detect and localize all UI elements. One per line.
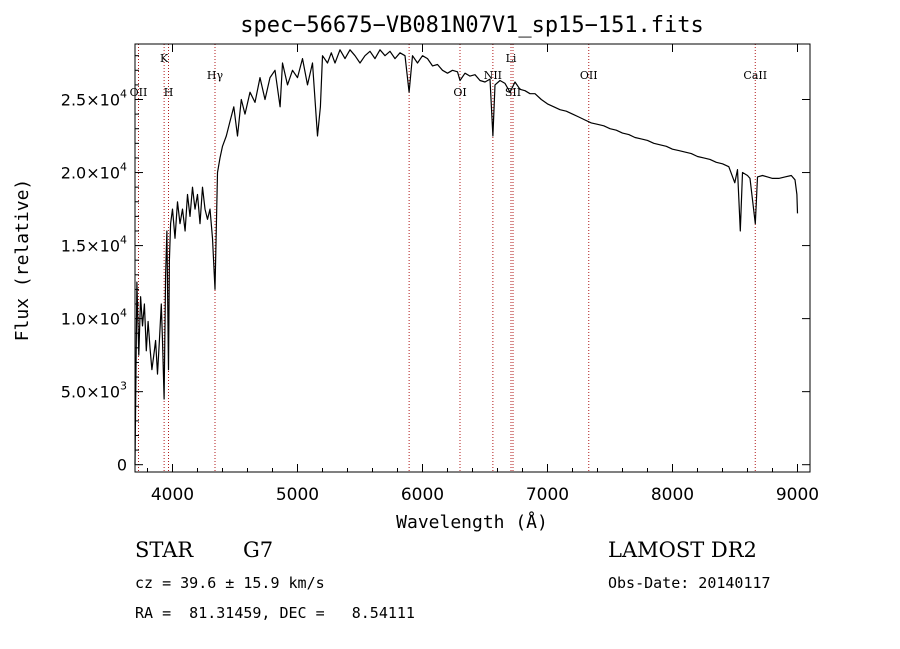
x-tick-label: 5000 [276,485,319,505]
obs-date: Obs-Date: 20140117 [608,574,771,592]
x-axis: 4000 5000 6000 7000 8000 9000 [147,44,819,505]
ra-dec-readout: RA = 81.31459, DEC = 8.54111 [135,604,415,622]
line-label: Li [506,52,517,65]
y-tick-label: 2.5×104 [61,88,127,110]
line-label: Hγ [207,69,224,82]
x-tick-label: 9000 [776,485,819,505]
line-label: OII [580,69,598,82]
line-label: CaII [743,69,767,82]
y-tick-label: 5.0×103 [61,380,127,402]
y-tick-label: 1.0×104 [61,307,127,329]
line-label: OI [453,86,466,99]
y-tick-label: 2.0×104 [61,161,127,183]
y-axis-label: Flux (relative) [12,179,33,342]
line-label: NII [484,69,502,82]
line-label: OII [130,86,148,99]
plot-frame [134,43,811,473]
x-tick-label: 8000 [651,485,694,505]
spectrum-series [134,49,799,465]
spectrum-line [134,49,799,465]
x-tick-label: 4000 [151,485,194,505]
chart-title: spec−56675−VB081N07V1_sp15−151.fits [240,13,704,38]
spectral-subclass: G7 [243,538,274,562]
survey-name: LAMOST DR2 [608,538,757,562]
line-label: K [160,52,169,65]
line-label: H [164,86,174,99]
x-axis-label: Wavelength (Å) [396,511,548,533]
y-tick-label: 1.5×104 [61,234,127,256]
x-tick-label: 6000 [401,485,444,505]
redshift-readout: cz = 39.6 ± 15.9 km/s [135,574,325,592]
y-axis: 0 5.0×103 1.0×104 1.5×104 2.0×104 2.5×104 [61,55,810,475]
y-tick-label: 0 [117,456,127,475]
object-type: STAR [135,538,194,562]
x-tick-label: 7000 [526,485,569,505]
